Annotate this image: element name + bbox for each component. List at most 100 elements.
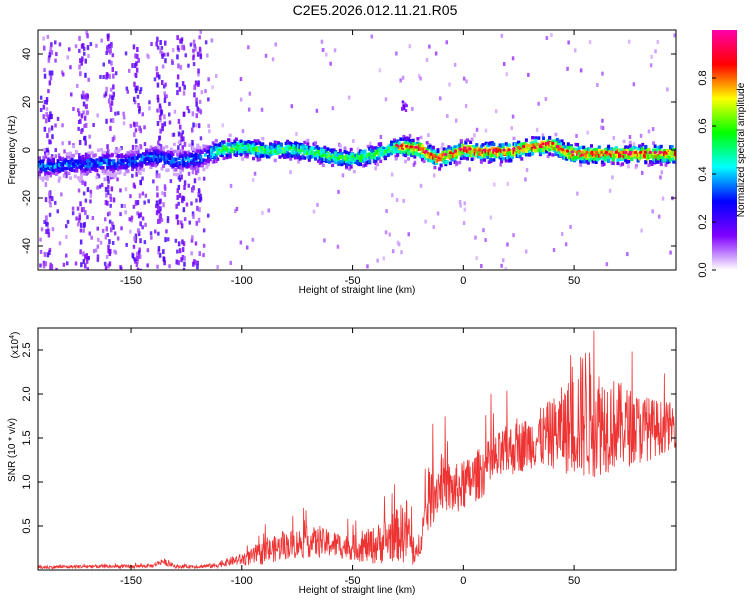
heatmap-speckle: [193, 92, 196, 98]
heatmap-cell: [213, 146, 217, 150]
heatmap-cell: [407, 157, 411, 161]
heatmap-speckle: [83, 51, 86, 56]
heatmap-peak: [507, 148, 511, 152]
heatmap-cell: [193, 163, 197, 167]
heatmap-cell: [431, 145, 435, 150]
heatmap-speckle: [42, 36, 45, 41]
heatmap-cell: [421, 158, 424, 162]
heatmap-cell: [669, 148, 673, 153]
heatmap-peak: [541, 142, 545, 146]
heatmap-cell: [131, 167, 134, 172]
heatmap-cell: [521, 147, 525, 151]
heatmap-cell: [566, 142, 570, 146]
heatmap-speckle: [239, 77, 243, 82]
heatmap-speckle: [661, 196, 665, 201]
heatmap-speckle: [124, 51, 128, 56]
heatmap-cell: [241, 157, 245, 161]
heatmap-speckle: [427, 133, 430, 138]
heatmap-speckle: [76, 222, 80, 227]
heatmap-speckle: [390, 172, 394, 177]
heatmap-speckle: [109, 87, 113, 92]
heatmap-speckle: [85, 122, 88, 128]
heatmap-cell: [203, 148, 207, 152]
heatmap-cell: [445, 160, 449, 164]
heatmap-cell: [483, 150, 486, 155]
heatmap-cell: [261, 142, 265, 146]
heatmap-speckle: [180, 44, 184, 50]
heatmap-cell: [93, 162, 97, 166]
heatmap-cell: [377, 148, 381, 152]
heatmap-speckle: [144, 222, 147, 227]
heatmap-cell: [390, 142, 393, 147]
heatmap-cell: [374, 146, 378, 150]
heatmap-peak: [595, 150, 599, 154]
heatmap-speckle: [194, 80, 198, 86]
heatmap-cell: [593, 157, 597, 162]
heatmap-cell: [151, 147, 155, 151]
heatmap-cell: [562, 145, 566, 150]
heatmap-speckle: [96, 226, 99, 231]
heatmap-speckle: [139, 144, 142, 150]
heatmap-cell: [500, 157, 504, 162]
heatmap-cell: [386, 150, 390, 155]
heatmap-cell: [565, 152, 569, 157]
heatmap-cell: [118, 159, 122, 163]
heatmap-cell: [386, 153, 390, 157]
heatmap-speckle: [465, 79, 468, 84]
heatmap-speckle: [102, 62, 105, 67]
heatmap-speckle: [564, 242, 568, 247]
heatmap-cell: [611, 161, 615, 166]
heatmap-cell: [459, 139, 463, 143]
heatmap-speckle: [248, 91, 252, 96]
snr-x-tick-label: -100: [231, 575, 253, 587]
heatmap-cell: [45, 177, 49, 181]
heatmap-cell: [359, 162, 362, 166]
colorbar-label: Normalized spectral amplitude: [736, 82, 747, 217]
heatmap-cell: [666, 158, 669, 162]
heatmap-cell: [118, 170, 122, 175]
heatmap-cell: [625, 148, 629, 153]
heatmap-speckle: [42, 263, 46, 269]
heatmap-cell: [219, 142, 223, 146]
heatmap-cell: [341, 159, 345, 163]
heatmap-cell: [670, 151, 674, 156]
heatmap-cell: [428, 159, 432, 163]
heatmap-cell: [619, 163, 623, 167]
heatmap-speckle: [106, 176, 110, 181]
heatmap-speckle: [196, 205, 199, 211]
heatmap-speckle: [182, 196, 186, 202]
heatmap-speckle: [484, 128, 488, 133]
heatmap-cell: [176, 161, 179, 165]
heatmap-cell: [411, 138, 415, 143]
heatmap-cell: [540, 149, 544, 153]
heatmap-speckle: [512, 233, 515, 238]
heatmap-cell: [214, 139, 218, 143]
heatmap-speckle: [39, 237, 42, 242]
heatmap-cell: [256, 153, 260, 158]
heatmap-cell: [390, 151, 393, 156]
heatmap-speckle: [122, 121, 126, 126]
heatmap-cell: [112, 159, 116, 163]
heatmap-peak: [663, 150, 667, 154]
heatmap-peak: [658, 150, 662, 154]
heatmap-cell: [571, 148, 575, 152]
heatmap-cell: [182, 150, 186, 155]
heatmap-cell: [75, 165, 79, 170]
heatmap-cell: [93, 168, 97, 172]
heatmap-speckle: [89, 189, 93, 194]
heatmap-speckle: [187, 109, 191, 114]
heatmap-cell: [531, 151, 535, 156]
heatmap-cell: [405, 152, 409, 156]
heatmap-cell: [286, 139, 290, 144]
heatmap-speckle: [123, 204, 127, 208]
heatmap-speckle: [139, 180, 142, 186]
heatmap-speckle: [61, 70, 64, 75]
heatmap-speckle: [113, 231, 117, 236]
heatmap-cell: [143, 160, 147, 165]
heatmap-cell: [256, 148, 260, 153]
heatmap-cell: [289, 153, 293, 157]
heatmap-speckle: [107, 98, 111, 104]
heatmap-cell: [278, 155, 282, 159]
heatmap-cell: [138, 171, 142, 175]
heatmap-cell: [462, 156, 466, 160]
